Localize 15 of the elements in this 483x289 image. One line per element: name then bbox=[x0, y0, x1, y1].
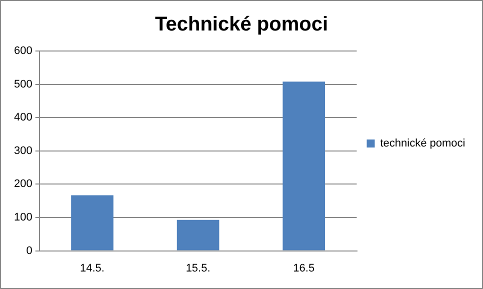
y-tick-label: 500 bbox=[14, 78, 32, 90]
y-tick-label: 400 bbox=[14, 112, 32, 124]
y-tick-label: 600 bbox=[14, 45, 32, 58]
legend-label: technické pomoci bbox=[380, 138, 466, 150]
bar bbox=[176, 220, 220, 250]
y-tick-label: 100 bbox=[14, 212, 32, 224]
bar bbox=[71, 195, 114, 250]
y-tick-label: 300 bbox=[14, 144, 32, 157]
chart-title: Technické pomoci bbox=[154, 14, 328, 36]
x-tick-label: 15.5. bbox=[186, 262, 210, 274]
y-tick-label: 200 bbox=[14, 178, 32, 190]
x-tick-label: 14.5. bbox=[80, 262, 104, 274]
y-tick-label: 0 bbox=[26, 244, 32, 257]
x-tick-label: 16.5 bbox=[293, 262, 315, 274]
bar bbox=[282, 82, 326, 250]
